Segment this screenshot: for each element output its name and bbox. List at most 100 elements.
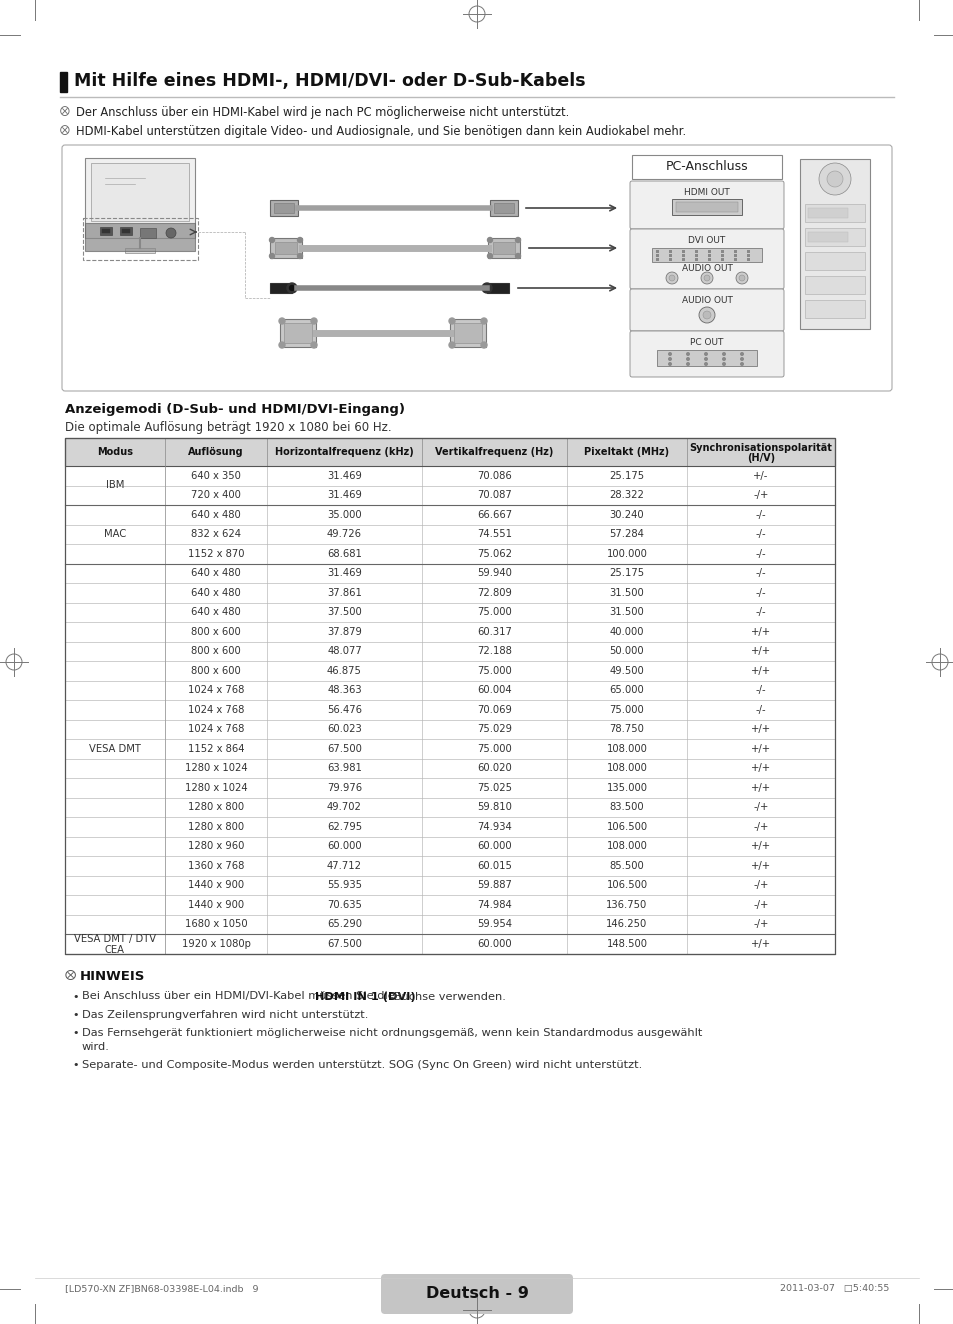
Circle shape — [703, 275, 709, 281]
Text: Anzeigemodi (D-Sub- und HDMI/DVI-Eingang): Anzeigemodi (D-Sub- und HDMI/DVI-Eingang… — [65, 402, 405, 416]
Circle shape — [685, 357, 689, 361]
Bar — [668, 258, 671, 261]
Text: 68.681: 68.681 — [327, 548, 361, 559]
Bar — [65, 583, 834, 602]
Circle shape — [818, 163, 850, 195]
Circle shape — [685, 361, 689, 365]
Bar — [657, 350, 757, 365]
Text: 1680 x 1050: 1680 x 1050 — [185, 919, 247, 929]
Text: 75.000: 75.000 — [609, 704, 643, 715]
Bar — [733, 258, 737, 261]
Bar — [681, 258, 684, 261]
Text: 83.500: 83.500 — [609, 802, 643, 812]
Text: Pixeltakt (MHz): Pixeltakt (MHz) — [584, 448, 669, 457]
Bar — [65, 779, 834, 797]
Text: 640 x 480: 640 x 480 — [191, 588, 240, 597]
Text: 49.500: 49.500 — [609, 666, 643, 675]
Text: 70.069: 70.069 — [476, 704, 512, 715]
Text: 60.000: 60.000 — [476, 841, 511, 851]
Text: 146.250: 146.250 — [606, 919, 647, 929]
Text: -/-: -/- — [755, 510, 765, 520]
Circle shape — [515, 253, 520, 258]
Text: -/+: -/+ — [753, 880, 768, 890]
Text: +/+: +/+ — [750, 724, 770, 735]
Bar — [65, 622, 834, 642]
Text: 47.712: 47.712 — [327, 861, 361, 871]
Text: 75.000: 75.000 — [476, 666, 512, 675]
Bar — [65, 438, 834, 466]
Text: 1280 x 960: 1280 x 960 — [188, 841, 244, 851]
Text: +/+: +/+ — [750, 626, 770, 637]
Text: 148.500: 148.500 — [606, 939, 647, 949]
Text: +/+: +/+ — [750, 782, 770, 793]
Circle shape — [703, 352, 707, 356]
Text: PC OUT: PC OUT — [690, 338, 723, 347]
Text: [LD570-XN ZF]BN68-03398E-L04.indb   9: [LD570-XN ZF]BN68-03398E-L04.indb 9 — [65, 1284, 258, 1294]
Circle shape — [721, 357, 725, 361]
Text: AUDIO OUT: AUDIO OUT — [680, 263, 732, 273]
Bar — [65, 719, 834, 739]
Text: -/-: -/- — [755, 568, 765, 579]
Bar — [65, 466, 834, 486]
Bar — [102, 229, 110, 233]
Text: +/+: +/+ — [750, 841, 770, 851]
Text: 48.363: 48.363 — [327, 686, 361, 695]
Bar — [65, 564, 834, 583]
Text: 106.500: 106.500 — [606, 880, 647, 890]
Text: 35.000: 35.000 — [327, 510, 361, 520]
Circle shape — [700, 271, 712, 285]
Text: 74.934: 74.934 — [476, 822, 512, 831]
Text: HDMI IN 1 (DVI): HDMI IN 1 (DVI) — [314, 992, 416, 1001]
Text: •: • — [71, 1009, 78, 1019]
Text: 59.954: 59.954 — [476, 919, 512, 929]
Text: +/+: +/+ — [750, 939, 770, 949]
Bar — [280, 319, 315, 347]
Text: -/-: -/- — [755, 548, 765, 559]
Text: Separate- und Composite-Modus werden unterstützt. SOG (Sync On Green) wird nicht: Separate- und Composite-Modus werden unt… — [82, 1059, 641, 1070]
Bar — [65, 438, 834, 953]
FancyBboxPatch shape — [629, 229, 783, 289]
Text: Auflösung: Auflösung — [188, 448, 244, 457]
Bar — [274, 203, 294, 213]
Bar — [804, 228, 864, 246]
Circle shape — [702, 311, 710, 319]
Bar — [800, 159, 869, 328]
Bar — [695, 258, 698, 261]
Bar — [65, 933, 165, 953]
Bar — [65, 466, 165, 504]
Text: 60.000: 60.000 — [327, 841, 361, 851]
Bar — [270, 283, 292, 293]
Bar — [804, 252, 864, 270]
Circle shape — [740, 361, 743, 365]
Circle shape — [287, 283, 296, 293]
Text: 106.500: 106.500 — [606, 822, 647, 831]
Circle shape — [269, 237, 274, 242]
Bar — [656, 258, 659, 261]
Bar — [65, 933, 834, 953]
Circle shape — [721, 352, 725, 356]
Circle shape — [685, 352, 689, 356]
Bar — [804, 301, 864, 318]
Text: 1024 x 768: 1024 x 768 — [188, 686, 244, 695]
Text: Die optimale Auflösung beträgt 1920 x 1080 bei 60 Hz.: Die optimale Auflösung beträgt 1920 x 10… — [65, 421, 392, 434]
Text: 108.000: 108.000 — [606, 744, 647, 753]
Circle shape — [297, 237, 302, 242]
Bar — [85, 158, 194, 238]
Circle shape — [166, 228, 175, 238]
Circle shape — [665, 271, 678, 285]
Bar — [720, 254, 723, 257]
Text: 79.976: 79.976 — [327, 782, 362, 793]
Circle shape — [703, 357, 707, 361]
Circle shape — [278, 342, 285, 348]
Text: -/-: -/- — [755, 530, 765, 539]
Bar — [65, 857, 834, 875]
Text: HDMI-Kabel unterstützen digitale Video- und Audiosignale, und Sie benötigen dann: HDMI-Kabel unterstützen digitale Video- … — [76, 124, 685, 138]
Bar — [450, 319, 485, 347]
Bar — [695, 254, 698, 257]
Bar — [65, 661, 834, 681]
Circle shape — [487, 253, 492, 258]
Circle shape — [449, 318, 455, 324]
Text: 65.000: 65.000 — [609, 686, 643, 695]
Text: 55.935: 55.935 — [327, 880, 361, 890]
Text: 60.020: 60.020 — [476, 763, 512, 773]
